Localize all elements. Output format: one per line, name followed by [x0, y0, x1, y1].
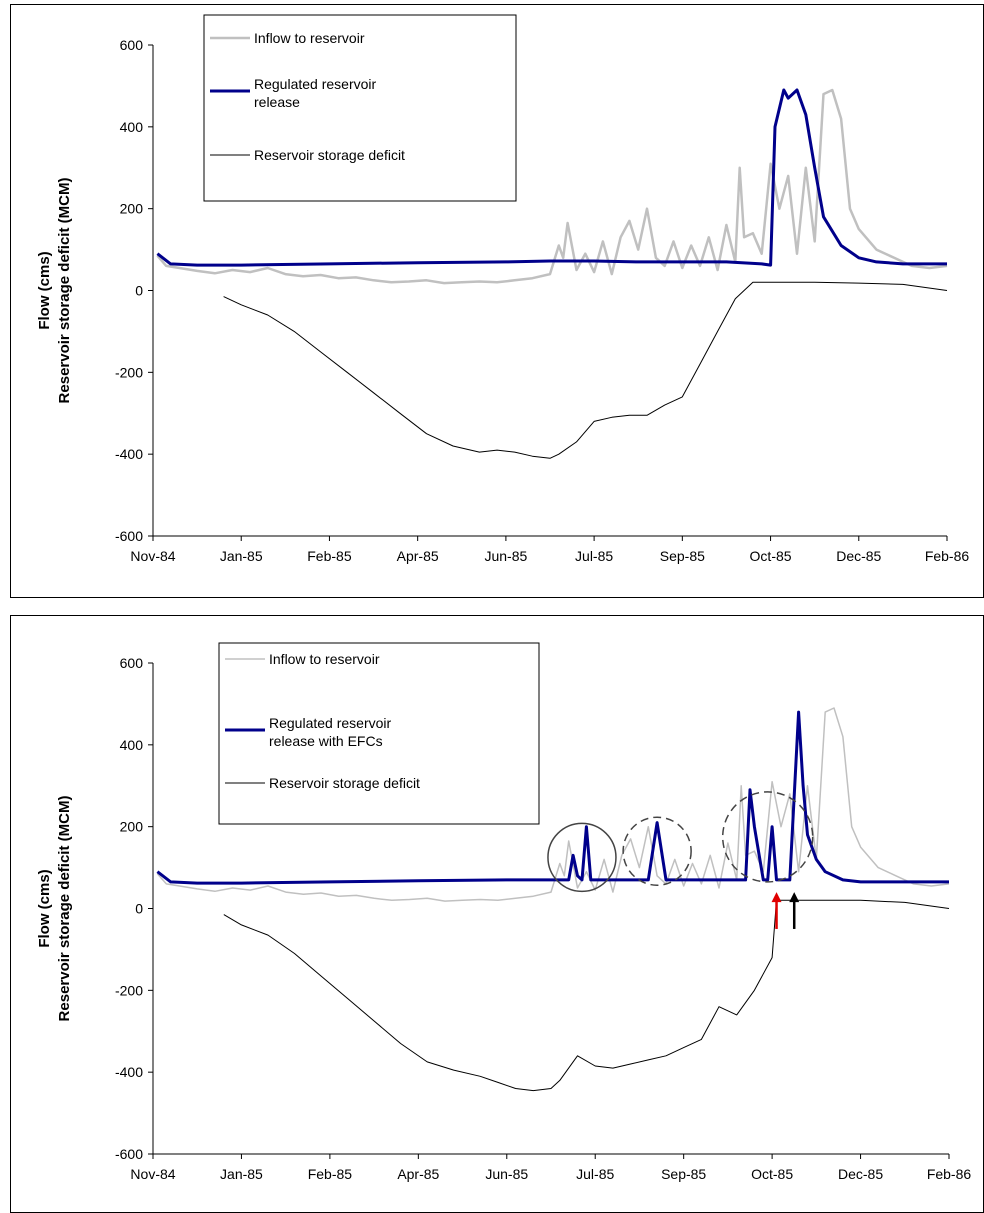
legend-label-1: Inflow to reservoir	[269, 651, 380, 667]
y-tick-label: -600	[115, 528, 143, 544]
y-tick-label: 600	[120, 37, 144, 53]
efc-circle-3	[721, 791, 814, 883]
efc-circle-1	[547, 822, 617, 893]
y-tick-label: 400	[120, 119, 144, 135]
y-tick-label: -600	[115, 1146, 143, 1162]
legend-label-1: Inflow to reservoir	[254, 30, 365, 46]
x-tick-label: Oct-85	[750, 548, 792, 564]
chart-panel-top: 600 400 200 0 -200 -400 -600 Nov-84 Jan-85 Feb-85…	[10, 4, 984, 598]
y-tick-label: -200	[115, 364, 143, 380]
y-tick-label: 0	[135, 901, 143, 917]
y-axis-label-line1: Flow (cms)	[36, 251, 53, 329]
legend-label-2-cont: release with EFCs	[269, 733, 383, 749]
legend-box	[203, 14, 517, 202]
x-tick-label: Feb-86	[927, 1166, 972, 1182]
x-tick-label: Dec-85	[836, 548, 881, 564]
x-tick-label: Feb-85	[308, 1166, 353, 1182]
x-tick-label: Sep-85	[660, 548, 705, 564]
series-line-3	[223, 899, 950, 1092]
y-tick-label: 200	[120, 819, 144, 835]
y-tick-label: -400	[115, 1064, 143, 1080]
y-tick-label: -200	[115, 982, 143, 998]
x-tick-label: Jun-85	[485, 1166, 528, 1182]
x-tick-label: Feb-86	[925, 548, 970, 564]
series-line-2	[156, 88, 947, 267]
chart-top-svg: 600 400 200 0 -200 -400 -600 Nov-84 Jan-85 Feb-85…	[36, 14, 970, 564]
legend-label-2: Regulated reservoir	[269, 715, 392, 731]
y-axis-label-line1: Flow (cms)	[36, 869, 53, 947]
y-tick-label: 600	[120, 655, 144, 671]
x-tick-label: Apr-85	[397, 548, 439, 564]
x-tick-label: Apr-85	[397, 1166, 439, 1182]
y-tick-label: 0	[135, 283, 143, 299]
y-tick-label: -400	[115, 446, 143, 462]
x-tick-label: Jul-85	[575, 548, 613, 564]
legend-label-3: Reservoir storage deficit	[269, 775, 420, 791]
series-line-2	[156, 710, 949, 885]
efc-circle-2	[622, 816, 692, 886]
y-axis-label-line2: Reservoir storage deficit (MCM)	[56, 178, 73, 404]
y-tick-label: 400	[120, 737, 144, 753]
x-tick-label: Jun-85	[484, 548, 527, 564]
legend-label-2-cont: release	[254, 94, 300, 110]
chart-panel-bottom: 600 400 200 0 -200 -400 -600 Nov-84 Jan-85 Feb-85…	[10, 615, 984, 1213]
x-tick-label: Jul-85	[576, 1166, 614, 1182]
black-arrow-head	[789, 892, 800, 903]
red-arrow-head	[771, 892, 782, 903]
y-tick-label: 200	[120, 201, 144, 217]
legend-label-2: Regulated reservoir	[254, 76, 377, 92]
x-tick-label: Nov-84	[130, 1166, 175, 1182]
series-line-1	[156, 707, 950, 902]
x-tick-label: Oct-85	[751, 1166, 793, 1182]
x-tick-label: Sep-85	[661, 1166, 706, 1182]
series-line-3	[223, 281, 948, 459]
x-tick-label: Jan-85	[220, 548, 263, 564]
chart-bottom-svg: 600 400 200 0 -200 -400 -600 Nov-84 Jan-85 Feb-85…	[36, 642, 972, 1182]
x-tick-label: Jan-85	[220, 1166, 263, 1182]
x-tick-label: Nov-84	[130, 548, 175, 564]
legend-box	[218, 642, 540, 825]
legend-label-3: Reservoir storage deficit	[254, 147, 405, 163]
x-tick-label: Dec-85	[838, 1166, 883, 1182]
x-tick-label: Feb-85	[307, 548, 352, 564]
series-line-1	[156, 88, 948, 285]
y-axis-label-line2: Reservoir storage deficit (MCM)	[56, 796, 73, 1022]
